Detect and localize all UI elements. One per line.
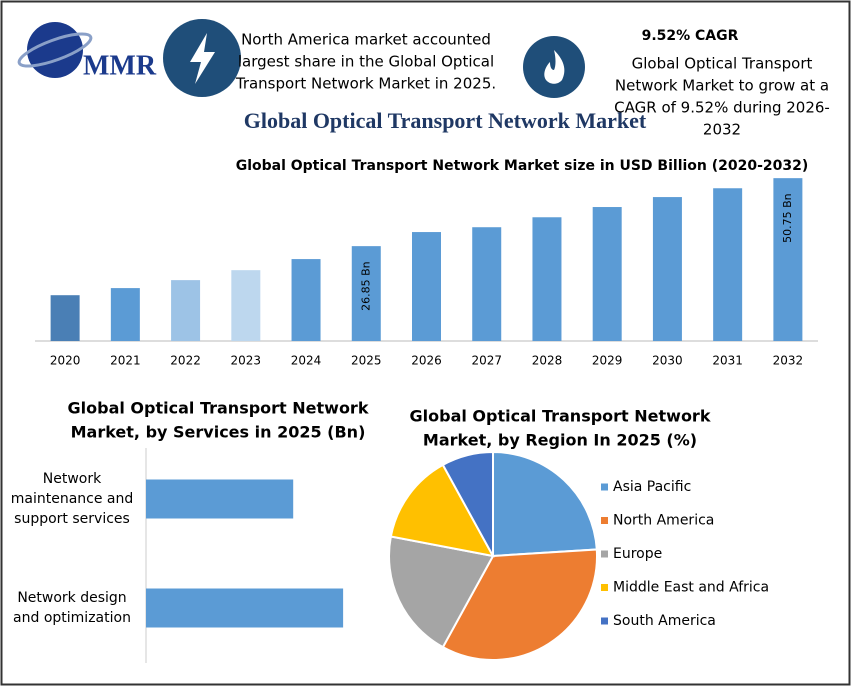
bar <box>110 288 140 341</box>
x-tick-label: 2028 <box>532 354 563 368</box>
x-tick-label: 2026 <box>411 354 442 368</box>
x-tick-label: 2030 <box>652 354 683 368</box>
main-title: Global Optical Transport Network Market <box>244 108 647 133</box>
legend-label: Asia Pacific <box>613 479 691 495</box>
bar <box>592 207 622 341</box>
note-line: Transport Network Market in 2025. <box>235 75 496 93</box>
chart-title: Global Optical Transport Network Market … <box>236 158 809 174</box>
chart-title: Global Optical Transport Network <box>410 407 711 426</box>
bolt-icon <box>163 19 241 97</box>
bar <box>713 188 743 341</box>
logo-text: MMR <box>83 50 157 81</box>
x-tick-label: 2031 <box>712 354 743 368</box>
bar <box>50 295 80 341</box>
x-tick-label: 2029 <box>592 354 623 368</box>
note-line: Global Optical Transport <box>632 55 813 73</box>
x-tick-label: 2027 <box>471 354 502 368</box>
flame-icon <box>523 36 585 98</box>
legend-label: North America <box>613 513 714 529</box>
x-tick-label: 2024 <box>291 354 322 368</box>
bar <box>652 197 682 341</box>
note-line: 2032 <box>703 121 741 139</box>
note-line: CAGR of 9.52% during 2026- <box>614 99 830 117</box>
pie-slice <box>389 463 495 558</box>
x-tick-label: 2022 <box>170 354 201 368</box>
bar <box>146 479 294 519</box>
value-label: 50.75 Bn <box>781 193 794 243</box>
bar <box>773 178 803 341</box>
legend-swatch <box>601 584 608 591</box>
x-tick-label: 2025 <box>351 354 382 368</box>
pie-slice <box>388 535 495 649</box>
y-tick-label: Network design <box>17 590 126 606</box>
note-line: North America market accounted <box>241 31 491 49</box>
bar <box>231 270 261 341</box>
cagr-title: 9.52% CAGR <box>642 28 739 44</box>
logo: MMR <box>17 22 157 81</box>
y-tick-label: Network <box>43 471 102 487</box>
bar <box>351 246 381 341</box>
legend-swatch <box>601 483 608 491</box>
legend-swatch <box>601 517 608 524</box>
y-tick-label: support services <box>14 511 130 527</box>
chart-title: Market, by Region In 2025 (%) <box>423 431 697 450</box>
y-tick-label: maintenance and <box>11 491 134 507</box>
x-tick-label: 2023 <box>231 354 262 368</box>
legend-label: South America <box>613 613 716 629</box>
legend-swatch <box>601 550 608 558</box>
bar <box>146 588 344 628</box>
chart-title: Market, by Services in 2025 (Bn) <box>71 423 366 442</box>
note-line: largest share in the Global Optical <box>238 53 494 71</box>
x-tick-label: 2021 <box>110 354 141 368</box>
bar <box>532 217 562 341</box>
bar <box>472 227 502 341</box>
note-line: Network Market to grow at a <box>615 77 829 95</box>
bar <box>171 280 201 341</box>
value-label: 26.85 Bn <box>359 261 372 311</box>
bar <box>291 259 321 341</box>
y-tick-label: and optimization <box>13 610 131 626</box>
legend-label: Europe <box>613 546 662 562</box>
x-tick-label: 2032 <box>773 354 804 368</box>
pie-slice <box>492 450 598 558</box>
x-tick-label: 2020 <box>50 354 81 368</box>
pie-slice <box>441 450 494 557</box>
legend-swatch <box>601 617 608 625</box>
bar <box>412 232 441 341</box>
chart-title: Global Optical Transport Network <box>68 399 369 418</box>
legend-label: Middle East and Africa <box>613 580 769 596</box>
